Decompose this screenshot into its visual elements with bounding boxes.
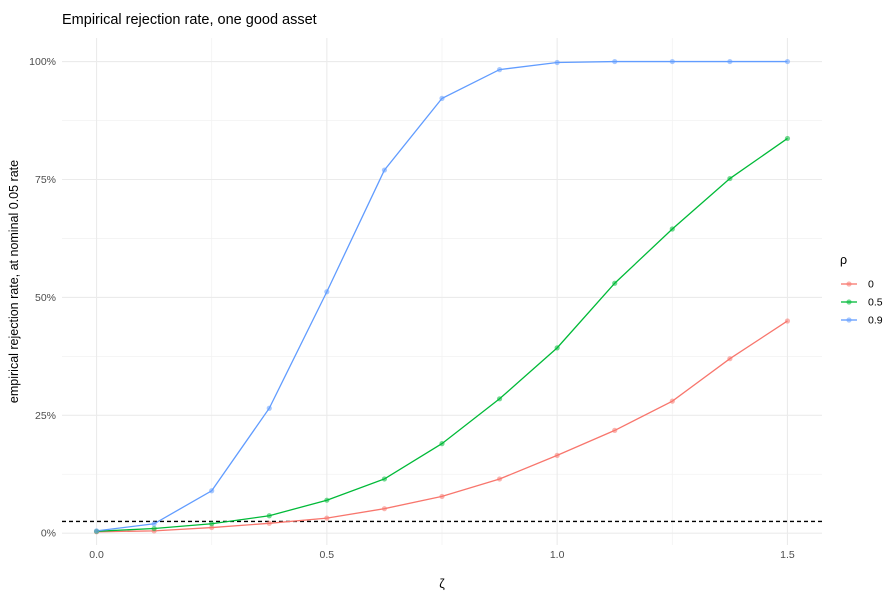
chart-title: Empirical rejection rate, one good asset bbox=[62, 12, 317, 28]
data-point-rho-0 bbox=[266, 520, 272, 526]
y-tick-label: 25% bbox=[35, 410, 56, 422]
legend-label-rho-0.9: 0.9 bbox=[868, 315, 883, 327]
data-point-rho-0 bbox=[669, 398, 675, 404]
y-tick-label: 100% bbox=[29, 56, 56, 68]
x-tick-label: 1.0 bbox=[550, 549, 565, 561]
data-point-rho-0.5 bbox=[381, 476, 388, 482]
series-points bbox=[93, 58, 791, 535]
x-tick-label: 0.5 bbox=[320, 549, 335, 561]
data-point-rho-0 bbox=[554, 452, 560, 458]
legend: ρ 0 0.5 0.9 bbox=[840, 253, 883, 327]
x-axis-title: ζ bbox=[439, 577, 445, 591]
data-point-rho-0.9 bbox=[324, 289, 330, 295]
data-point-rho-0.5 bbox=[612, 280, 618, 286]
y-tick-label: 75% bbox=[35, 174, 56, 186]
data-point-rho-0.5 bbox=[727, 175, 733, 182]
x-tick-label: 1.5 bbox=[780, 549, 795, 561]
data-point-rho-0.9 bbox=[784, 58, 791, 65]
grid-minor bbox=[62, 38, 822, 545]
data-point-rho-0.5 bbox=[669, 226, 675, 232]
data-point-rho-0.5 bbox=[554, 345, 560, 351]
legend-label-rho-0: 0 bbox=[868, 279, 874, 291]
data-point-rho-0.9 bbox=[612, 58, 618, 65]
data-point-rho-0 bbox=[324, 515, 330, 521]
data-point-rho-0 bbox=[381, 506, 388, 512]
data-point-rho-0.5 bbox=[266, 513, 272, 519]
legend-key-point-rho-0 bbox=[846, 281, 852, 287]
x-tick-labels: 0.0 0.5 1.0 1.5 bbox=[89, 549, 795, 561]
data-point-rho-0.9 bbox=[554, 59, 560, 66]
data-point-rho-0 bbox=[612, 427, 618, 433]
data-point-rho-0.9 bbox=[669, 58, 675, 65]
x-tick-label: 0.0 bbox=[89, 549, 104, 561]
data-point-rho-0 bbox=[209, 524, 215, 531]
data-point-rho-0.5 bbox=[324, 497, 330, 503]
y-tick-label: 50% bbox=[35, 292, 56, 304]
legend-title: ρ bbox=[840, 253, 847, 267]
data-point-rho-0.9 bbox=[93, 528, 100, 534]
data-point-rho-0.9 bbox=[266, 405, 272, 411]
y-tick-label: 0% bbox=[41, 528, 56, 540]
data-point-rho-0 bbox=[784, 318, 791, 324]
data-point-rho-0.9 bbox=[439, 95, 445, 101]
data-point-rho-0.9 bbox=[381, 167, 388, 173]
data-point-rho-0 bbox=[496, 476, 503, 482]
data-point-rho-0.9 bbox=[151, 521, 157, 527]
legend-key-point-rho-0.9 bbox=[846, 317, 852, 323]
legend-key-point-rho-0.5 bbox=[846, 299, 852, 305]
data-point-rho-0.9 bbox=[209, 488, 215, 494]
data-point-rho-0.5 bbox=[209, 521, 215, 527]
data-point-rho-0 bbox=[439, 493, 445, 500]
y-tick-labels: 0% 25% 50% 75% 100% bbox=[29, 56, 56, 540]
data-point-rho-0.5 bbox=[439, 441, 445, 447]
data-point-rho-0.5 bbox=[496, 396, 503, 402]
data-point-rho-0.9 bbox=[496, 66, 503, 73]
data-point-rho-0.9 bbox=[727, 58, 733, 65]
y-axis-title: empirical rejection rate, at nominal 0.0… bbox=[7, 160, 21, 403]
data-point-rho-0 bbox=[727, 356, 733, 362]
data-point-rho-0.5 bbox=[784, 135, 791, 142]
legend-label-rho-0.5: 0.5 bbox=[868, 297, 883, 309]
data-point-rho-0.5 bbox=[151, 525, 157, 532]
